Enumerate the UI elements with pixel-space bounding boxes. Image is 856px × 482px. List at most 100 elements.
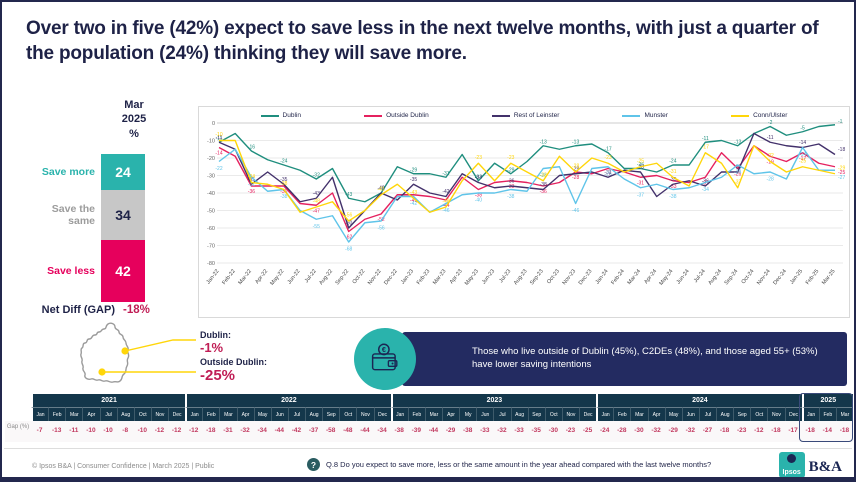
svg-text:May-23: May-23 — [464, 269, 480, 287]
series-line-rest-of-leinster — [218, 132, 836, 229]
svg-text:-62: -62 — [345, 235, 352, 241]
svg-text:-68: -68 — [345, 247, 352, 253]
month-header: Aug — [716, 407, 734, 421]
svg-text:Sep-22: Sep-22 — [335, 269, 351, 287]
svg-text:-43: -43 — [410, 190, 417, 196]
table-corner — [5, 394, 31, 407]
svg-text:-17: -17 — [604, 146, 611, 152]
gap-value-cell: -7 — [31, 420, 49, 442]
svg-text:-23: -23 — [604, 155, 611, 161]
month-header: Jul — [493, 407, 511, 421]
month-header: Jul — [99, 407, 117, 421]
year-header: 2021 — [31, 394, 186, 407]
legend-swatch — [260, 114, 279, 117]
svg-text:-13: -13 — [540, 139, 547, 145]
chart-legend: Dublin Outside Dublin Rest of Leinster Muns… — [199, 107, 849, 119]
gap-value-cell: -30 — [544, 420, 562, 442]
ireland-map-icon — [80, 322, 196, 383]
svg-text:-23: -23 — [475, 155, 482, 161]
gap-value-cell: -27 — [698, 420, 716, 442]
svg-text:-26: -26 — [604, 172, 611, 178]
month-header: Mar — [630, 407, 648, 421]
svg-text:-35: -35 — [410, 177, 417, 183]
svg-text:-30: -30 — [207, 174, 215, 180]
insight-banner: Those who live outside of Dublin (45%), … — [402, 332, 847, 386]
outside-dublin-dot — [98, 368, 106, 376]
month-header: Mar — [835, 407, 853, 421]
svg-text:-36: -36 — [540, 189, 547, 195]
svg-text:-22: -22 — [767, 153, 774, 159]
svg-text:-34: -34 — [248, 174, 255, 180]
svg-text:-17: -17 — [799, 156, 806, 162]
gap-value-cell: -39 — [407, 420, 425, 442]
month-header: May — [253, 407, 271, 421]
svg-text:Aug-23: Aug-23 — [513, 269, 529, 287]
gap-value-cell: -14 — [818, 420, 836, 442]
month-header: Jun — [681, 407, 699, 421]
gap-row-label: Gap (%) — [5, 420, 31, 442]
svg-text:Jun-24: Jun-24 — [676, 269, 691, 286]
net-diff-row: Net Diff (GAP) -18% — [23, 304, 173, 316]
gap-value-cell: -37 — [305, 420, 323, 442]
svg-text:-24: -24 — [734, 170, 741, 176]
gap-value-cell: -58 — [322, 420, 340, 442]
dublin-callout-value: -1% — [200, 340, 224, 355]
gap-value-cell: -34 — [253, 420, 271, 442]
dublin-dot — [121, 347, 129, 355]
svg-text:-42: -42 — [442, 189, 449, 195]
svg-text:-26: -26 — [540, 173, 547, 179]
svg-text:-29: -29 — [410, 167, 417, 173]
ipsos-ba-logo: Ipsos B&A — [778, 452, 842, 477]
series-line-outside-dublin — [218, 145, 836, 233]
svg-text:Dec-22: Dec-22 — [383, 269, 399, 287]
gap-value-cell: -44 — [356, 420, 374, 442]
svg-text:Feb-24: Feb-24 — [610, 269, 625, 286]
svg-text:-40: -40 — [377, 186, 384, 192]
month-header: Nov — [356, 407, 374, 421]
gap-value-cell: -18 — [835, 420, 853, 442]
svg-text:-50: -50 — [207, 209, 215, 215]
month-header: Jul — [287, 407, 305, 421]
svg-text:-25: -25 — [604, 171, 611, 177]
svg-text:-34: -34 — [475, 175, 482, 181]
page-title: Over two in five (42%) expect to save le… — [26, 18, 819, 65]
outside-dublin-callout-value: -25% — [200, 367, 236, 384]
gap-value-cell: -18 — [716, 420, 734, 442]
svg-text:Sep-24: Sep-24 — [724, 269, 740, 287]
svg-text:-35: -35 — [280, 177, 287, 183]
month-header: Nov — [561, 407, 579, 421]
source-note: © Ipsos B&A | Consumer Confidence | Marc… — [32, 463, 215, 470]
gap-value-cell: -12 — [168, 420, 186, 442]
svg-text:May-24: May-24 — [658, 269, 674, 287]
gap-value-cell: -44 — [424, 420, 442, 442]
period-month: Mar — [124, 99, 144, 111]
gap-value-cell: -18 — [202, 420, 220, 442]
svg-text:Jun-23: Jun-23 — [481, 269, 496, 286]
svg-text:-11: -11 — [767, 135, 774, 141]
gap-value-cell: -18 — [801, 420, 819, 442]
month-header: Mar — [219, 407, 237, 421]
svg-text:0: 0 — [212, 121, 215, 127]
svg-text:Jan-23: Jan-23 — [400, 269, 415, 286]
gap-value-cell: -29 — [442, 420, 460, 442]
bar-segment-row: Save less 42 — [23, 239, 153, 302]
svg-text:Mar-22: Mar-22 — [238, 269, 253, 286]
legend-item: Conn/Ulster — [731, 112, 787, 119]
svg-text:-36: -36 — [507, 179, 514, 185]
gap-value-cell: -33 — [476, 420, 494, 442]
month-header: Apr — [442, 407, 460, 421]
svg-text:-26: -26 — [637, 162, 644, 168]
svg-text:Jan-24: Jan-24 — [595, 269, 610, 286]
bar-segment-label: Save more — [41, 165, 95, 178]
svg-text:Feb-25: Feb-25 — [805, 269, 820, 286]
svg-text:-28: -28 — [637, 165, 644, 171]
svg-text:-48: -48 — [442, 199, 449, 205]
outside-dublin-callout: Outside Dublin: -25% — [200, 357, 267, 384]
month-header: Jan — [185, 407, 203, 421]
svg-text:-25: -25 — [637, 158, 644, 164]
svg-text:-16: -16 — [248, 145, 255, 151]
svg-text:-18: -18 — [838, 147, 845, 153]
year-header: 2024 — [596, 394, 802, 407]
svg-text:Jul-23: Jul-23 — [498, 269, 512, 285]
